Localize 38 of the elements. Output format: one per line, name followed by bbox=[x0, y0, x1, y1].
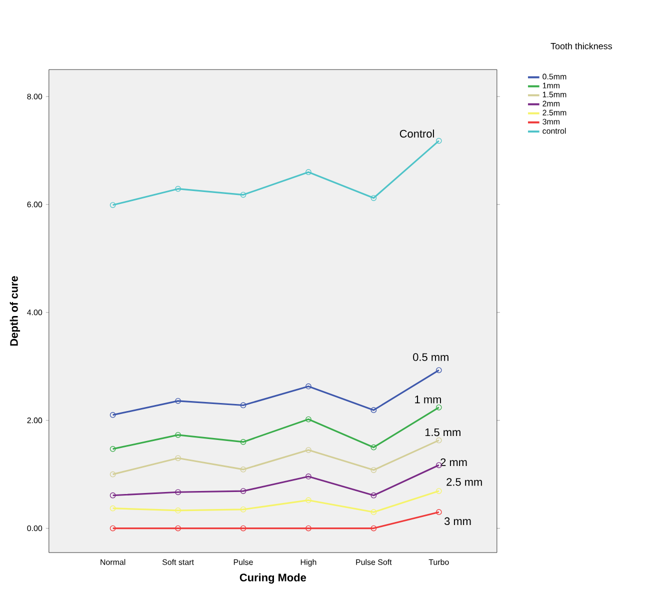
annotation: 3 mm bbox=[444, 517, 471, 526]
point bbox=[175, 432, 181, 438]
point bbox=[240, 192, 246, 198]
point bbox=[306, 447, 312, 453]
point bbox=[240, 525, 246, 532]
point bbox=[306, 383, 312, 390]
legend-title: Tooth thickness bbox=[550, 42, 612, 50]
annotation: 2 mm bbox=[440, 458, 467, 466]
point bbox=[306, 497, 312, 504]
point bbox=[306, 474, 312, 480]
point bbox=[306, 169, 312, 176]
point bbox=[370, 444, 377, 450]
point bbox=[175, 398, 181, 404]
annotation: 1 mm bbox=[415, 396, 441, 404]
annotation: 1.5 mm bbox=[425, 428, 460, 436]
point bbox=[306, 525, 312, 532]
point bbox=[306, 416, 312, 422]
point bbox=[370, 525, 377, 532]
point bbox=[240, 506, 246, 512]
point bbox=[370, 492, 377, 498]
point bbox=[240, 439, 246, 445]
point bbox=[370, 467, 377, 473]
point bbox=[240, 402, 246, 408]
point bbox=[175, 508, 181, 514]
point bbox=[175, 186, 181, 192]
point bbox=[370, 509, 377, 516]
point bbox=[240, 488, 246, 494]
y-axis-title: Depth of cure bbox=[10, 276, 20, 346]
point bbox=[175, 525, 181, 532]
point bbox=[175, 489, 181, 496]
x-axis-title: Curing Mode bbox=[240, 573, 306, 584]
annotation: 0.5 mm bbox=[413, 353, 448, 361]
point bbox=[370, 407, 377, 414]
annotation: Control bbox=[400, 130, 434, 138]
point bbox=[240, 466, 246, 472]
point bbox=[175, 455, 181, 462]
point bbox=[370, 195, 377, 201]
annotation: 2.5 mm bbox=[446, 478, 482, 486]
